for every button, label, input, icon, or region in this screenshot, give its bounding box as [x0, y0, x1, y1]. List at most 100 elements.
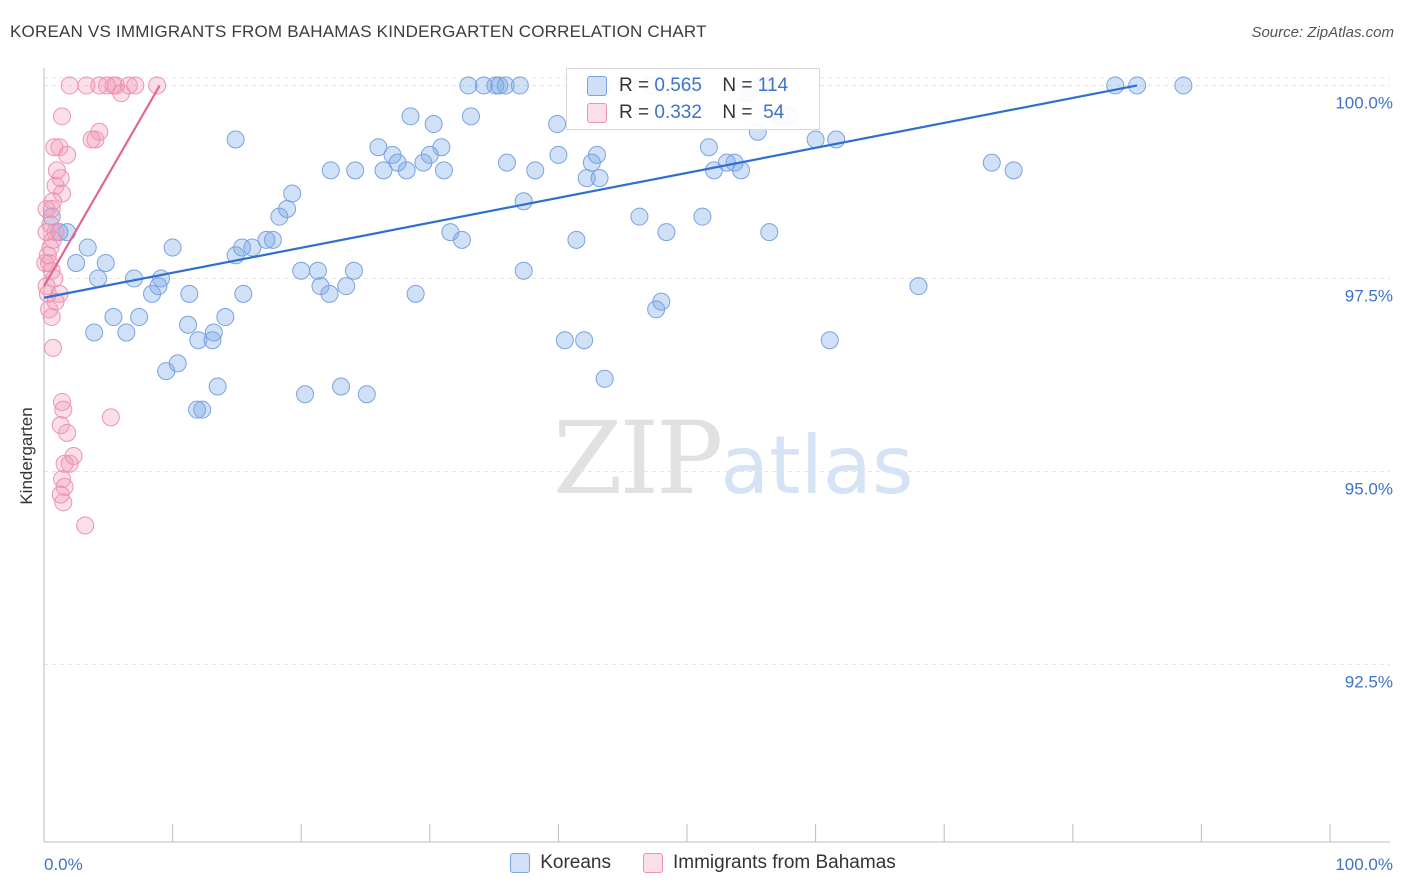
bahamas-r-label: R = — [619, 102, 650, 123]
y-tick-label: 97.5% — [1345, 286, 1393, 305]
legend-koreans-swatch — [510, 853, 531, 873]
bahamas-point — [82, 130, 101, 149]
bahamas-r-value: 0.332 — [654, 102, 702, 123]
bottom-legend: Koreans Immigrants from Bahamas — [0, 852, 1406, 874]
korean-point — [548, 115, 567, 134]
korean-point — [67, 254, 86, 272]
korean-point — [652, 292, 671, 311]
korean-point — [203, 331, 222, 350]
bahamas-point — [60, 76, 79, 95]
korean-point — [283, 184, 302, 203]
korean-point — [257, 230, 276, 249]
korean-point — [346, 161, 365, 180]
bahamas-point — [98, 76, 117, 95]
bahamas-point — [58, 145, 77, 164]
bahamas-point — [54, 493, 73, 512]
korean-point — [216, 308, 235, 327]
bahamas-point — [36, 254, 55, 272]
korean-point — [526, 161, 545, 180]
korean-point — [490, 76, 509, 95]
korean-point — [909, 277, 928, 296]
korean-point — [760, 223, 779, 242]
korean-point — [104, 308, 123, 327]
korean-point — [321, 161, 340, 180]
koreans-r-label: R = — [619, 75, 650, 96]
bahamas-point — [126, 76, 145, 95]
legend-item-bahamas: Immigrants from Bahamas — [642, 852, 896, 874]
korean-point — [486, 76, 505, 95]
korean-point — [117, 323, 136, 342]
korean-point — [587, 145, 606, 164]
korean-point — [130, 308, 149, 327]
korean-point — [388, 153, 407, 172]
korean-point — [461, 107, 480, 126]
korean-trend-line — [43, 84, 1138, 299]
korean-point — [575, 331, 594, 350]
watermark-atlas: atlas — [720, 419, 914, 512]
korean-point — [193, 400, 212, 419]
stats-legend: R = 0.565 N = 114 R = 0.332 N = 54 — [566, 68, 820, 130]
korean-point — [320, 284, 339, 303]
koreans-n-label: N = — [722, 75, 753, 96]
korean-point — [1004, 161, 1023, 180]
korean-point — [204, 323, 223, 342]
korean-point — [699, 138, 718, 157]
korean-point — [590, 169, 609, 188]
watermark-zip: ZIP — [553, 400, 723, 517]
korean-point — [263, 230, 282, 249]
korean-point — [424, 115, 443, 134]
korean-point — [344, 261, 363, 280]
korean-point — [308, 261, 327, 280]
korean-point — [514, 261, 533, 280]
stats-row-bahamas: R = 0.332 N = 54 — [587, 100, 784, 126]
bahamas-point — [55, 454, 74, 473]
koreans-n-value: 114 — [757, 75, 789, 96]
x-tick-label-max: 100.0% — [1335, 855, 1393, 874]
korean-point — [510, 76, 529, 95]
korean-point — [188, 400, 207, 419]
koreans-swatch — [587, 76, 607, 96]
bahamas-point — [54, 400, 73, 419]
korean-point — [149, 277, 168, 296]
korean-point — [96, 254, 115, 272]
watermark: ZIPatlas — [553, 400, 914, 517]
korean-point — [820, 331, 839, 350]
chart-title: KOREAN VS IMMIGRANTS FROM BAHAMAS KINDER… — [10, 22, 707, 41]
korean-point — [89, 269, 108, 288]
korean-point — [85, 323, 104, 342]
bahamas-n-value: 54 — [763, 102, 785, 123]
legend-bahamas-swatch — [642, 853, 663, 873]
bahamas-trend-line — [43, 84, 161, 287]
legend-bahamas-label: Immigrants from Bahamas — [672, 852, 896, 873]
bahamas-point — [51, 416, 70, 435]
bahamas-point — [60, 454, 79, 473]
korean-point — [234, 284, 253, 303]
korean-point — [337, 277, 356, 296]
korean-point — [374, 161, 393, 180]
x-tick-label-min: 0.0% — [44, 855, 83, 874]
bahamas-n-label: N = — [722, 102, 753, 123]
stats-row-koreans: R = 0.565 N = 114 — [587, 73, 788, 99]
korean-point — [311, 277, 330, 296]
korean-point — [226, 130, 245, 149]
bahamas-point — [37, 223, 56, 242]
koreans-r-value: 0.565 — [654, 75, 702, 96]
korean-point — [292, 261, 311, 280]
bahamas-point — [44, 192, 63, 211]
korean-point — [567, 230, 586, 249]
korean-point — [434, 161, 453, 180]
source-label: Source: ZipAtlas.com — [1251, 24, 1394, 41]
korean-point — [630, 207, 649, 226]
korean-point — [401, 107, 420, 126]
bahamas-point — [112, 84, 131, 103]
korean-point — [459, 76, 478, 95]
legend-item-koreans: Koreans — [510, 852, 611, 874]
korean-point — [78, 238, 97, 257]
bahamas-point — [42, 308, 61, 327]
korean-point — [982, 153, 1001, 172]
bahamas-point — [119, 76, 138, 95]
bahamas-point — [51, 169, 70, 188]
korean-point — [163, 238, 182, 257]
bahamas-point — [58, 423, 77, 442]
